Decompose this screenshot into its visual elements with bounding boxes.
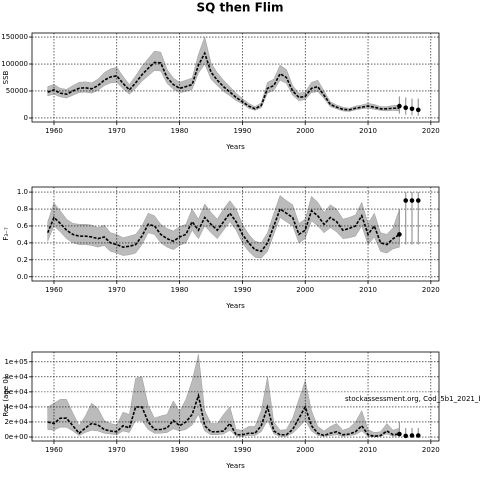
forecast-point [409, 198, 415, 203]
y-axis-label: Rec (age 0) [2, 376, 10, 416]
y-tick-label: 6e+04 [4, 388, 28, 396]
x-tick-label: 1960 [45, 127, 63, 135]
figure-title: SQ then Flim [196, 1, 283, 15]
x-tick-label: 1990 [233, 286, 251, 294]
x-tick-label: 2020 [422, 127, 440, 135]
estimate-line [47, 51, 400, 111]
y-tick-label: 0e+00 [4, 433, 28, 441]
forecast-point [409, 433, 415, 438]
x-tick-label: 1980 [171, 446, 189, 454]
y-tick-label: 0.8 [17, 205, 28, 213]
x-tick-label: 2010 [359, 286, 377, 294]
x-tick-label: 2000 [296, 446, 314, 454]
x-tick-label: 1970 [108, 286, 126, 294]
forecast-point [409, 106, 415, 112]
estimate-line [47, 392, 400, 438]
estimate-line [46, 207, 400, 253]
x-tick-label: 1970 [108, 127, 126, 135]
annotation: stockassessment.org, Cod_5b1_2021_benchm… [345, 395, 480, 403]
x-tick-label: 2000 [296, 286, 314, 294]
plot-frame [31, 32, 440, 123]
forecast-point [415, 198, 421, 203]
forecast-point [397, 431, 402, 437]
x-tick-label: 1980 [171, 286, 189, 294]
y-tick-label: 2e+04 [4, 418, 28, 426]
y-tick-label: 50000 [6, 87, 28, 95]
forecast-point [415, 433, 421, 438]
x-axis-label: Years [225, 462, 245, 470]
forecast-point [403, 198, 409, 203]
x-tick-label: 1980 [171, 127, 189, 135]
x-tick-label: 2010 [359, 446, 377, 454]
y-tick-label: 8e+04 [4, 373, 28, 381]
confidence-band [47, 36, 400, 112]
y-tick-label: 4e+04 [4, 403, 28, 411]
y-axis-label: SSB [2, 70, 10, 84]
y-tick-label: 150000 [1, 33, 28, 41]
y-tick-label: 0.4 [17, 239, 29, 247]
x-tick-label: 1990 [233, 127, 251, 135]
x-tick-label: 2000 [296, 127, 314, 135]
x-tick-label: 2020 [422, 286, 440, 294]
y-tick-label: 0.2 [17, 256, 28, 264]
y-axis-label: F₃₋₇ [2, 227, 10, 241]
x-tick-label: 2010 [359, 127, 377, 135]
y-tick-label: 0.6 [17, 222, 29, 230]
confidence-band [47, 195, 400, 259]
y-tick-label: 1e+05 [4, 358, 28, 366]
forecast-point [397, 103, 402, 109]
y-tick-label: 1.0 [17, 188, 28, 196]
plot-frame [31, 351, 440, 442]
x-axis-label: Years [225, 143, 245, 151]
x-tick-label: 1970 [108, 446, 126, 454]
x-tick-label: 1960 [45, 286, 63, 294]
y-tick-label: 0 [24, 114, 28, 122]
y-tick-label: 0.0 [17, 273, 28, 281]
forecast-point [397, 232, 402, 237]
forecast-point [403, 433, 409, 439]
forecast-point [415, 107, 421, 113]
plot-frame [31, 186, 440, 282]
y-tick-label: 100000 [1, 60, 28, 68]
x-tick-label: 1960 [45, 446, 63, 454]
x-tick-label: 2020 [422, 446, 440, 454]
forecast-point [403, 105, 409, 111]
x-tick-label: 1990 [233, 446, 251, 454]
x-axis-label: Years [225, 302, 245, 310]
